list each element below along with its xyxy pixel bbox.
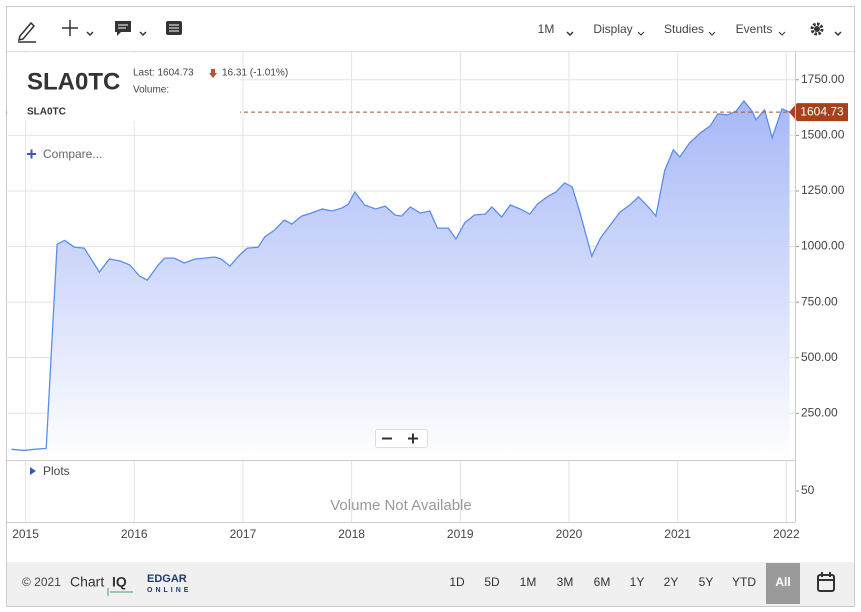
menu[interactable]: Display bbox=[593, 22, 632, 36]
price-tag-label: 1604.73 bbox=[800, 104, 844, 118]
periodicity[interactable]: 1M bbox=[538, 22, 555, 36]
chevron bbox=[708, 31, 716, 36]
price-line bbox=[11, 99, 790, 452]
range-button[interactable]: 1M bbox=[520, 575, 537, 589]
range-button[interactable]: 6M bbox=[594, 575, 611, 589]
y-tick-label: 1500.00 bbox=[801, 128, 845, 142]
down-arrow bbox=[209, 69, 217, 78]
x-tick-label: 2015 bbox=[12, 527, 39, 541]
x-tick-label: 2020 bbox=[556, 527, 583, 541]
y-tick-label: 750.00 bbox=[801, 294, 838, 308]
x-tick-label: 2018 bbox=[338, 527, 365, 541]
zoom-in[interactable] bbox=[408, 433, 418, 444]
price-tag bbox=[789, 103, 848, 122]
calendar[interactable] bbox=[817, 572, 835, 592]
draw-tool[interactable] bbox=[17, 21, 36, 43]
change: 16.31 (-1.01%) bbox=[222, 68, 288, 79]
plots-icon bbox=[30, 467, 36, 475]
menu[interactable]: Studies bbox=[664, 22, 704, 36]
header-bg bbox=[7, 53, 240, 121]
last-price: Last: 1604.73 bbox=[133, 68, 194, 79]
partner-sub: ONLINE bbox=[147, 587, 191, 594]
compare[interactable]: Compare... bbox=[43, 147, 102, 161]
x-tick-label: 2019 bbox=[447, 527, 474, 541]
x-tick-label: 2022 bbox=[773, 527, 800, 541]
range-button[interactable]: 2Y bbox=[664, 575, 679, 589]
series-label: SLA0TC bbox=[27, 107, 66, 118]
x-tick-label: 2016 bbox=[121, 527, 148, 541]
chevron bbox=[566, 31, 574, 37]
x-tick-label: 2017 bbox=[230, 527, 257, 541]
symbol: SLA0TC bbox=[27, 68, 120, 95]
footer bbox=[7, 562, 854, 606]
range-button[interactable]: 1D bbox=[449, 575, 465, 589]
range-selected bbox=[766, 563, 800, 604]
range-button[interactable]: 5Y bbox=[699, 575, 714, 589]
y-tick-label: 1250.00 bbox=[801, 183, 845, 197]
partner: EDGAR bbox=[147, 573, 187, 585]
zoom-controls bbox=[375, 429, 428, 448]
x-tick-label: 2021 bbox=[664, 527, 691, 541]
y-tick-label: 1000.00 bbox=[801, 239, 845, 253]
y-tick-label: 250.00 bbox=[801, 405, 838, 419]
range-button[interactable]: 1Y bbox=[630, 575, 645, 589]
brand: Chart bbox=[70, 574, 104, 590]
range-button[interactable]: 3M bbox=[557, 575, 574, 589]
menu[interactable]: Events bbox=[736, 22, 773, 36]
volume-label: Volume: bbox=[133, 85, 169, 96]
area bbox=[11, 100, 790, 460]
y-tick-label: 500.00 bbox=[801, 350, 838, 364]
comment-tool[interactable] bbox=[115, 21, 147, 37]
settings[interactable] bbox=[810, 22, 842, 37]
volume-message: Volume Not Available bbox=[330, 497, 471, 514]
range-button[interactable]: YTD bbox=[732, 575, 756, 589]
volume-tick-label: 50 bbox=[801, 483, 815, 497]
y-tick-label: 1750.00 bbox=[801, 72, 845, 86]
crosshair-tool[interactable] bbox=[62, 20, 94, 37]
table-tool[interactable] bbox=[166, 21, 182, 35]
chevron bbox=[637, 31, 645, 36]
plots[interactable]: Plots bbox=[43, 464, 70, 478]
compare-icon bbox=[27, 149, 36, 159]
range-button[interactable]: 5D bbox=[484, 575, 500, 589]
brand-underline bbox=[107, 588, 133, 596]
copyright: © 2021 bbox=[22, 575, 61, 589]
range-button[interactable]: All bbox=[775, 575, 790, 589]
chevron bbox=[778, 31, 786, 36]
chart: 250.00 500.00 750.00 1000.00 1250.00 1500.00 1… bbox=[6, 52, 848, 541]
brand-mark: IQ bbox=[112, 574, 127, 590]
